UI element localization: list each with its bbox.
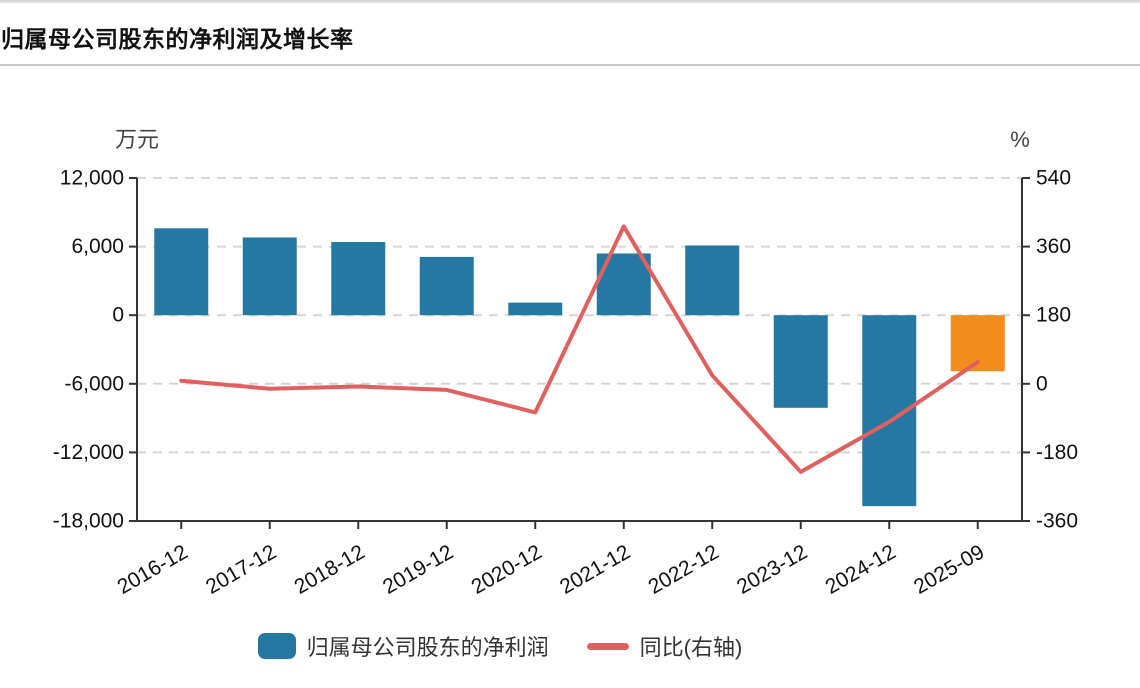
bar-2016-12[interactable]: [154, 228, 209, 316]
chart-legend: 归属母公司股东的净利润 同比(右轴): [0, 630, 1000, 662]
left-axis-label: -6,000: [64, 372, 124, 395]
right-axis-label: 540: [1036, 167, 1071, 190]
x-axis-label-2025-09: 2025-09: [910, 540, 988, 598]
legend-item-net-profit[interactable]: 归属母公司股东的净利润: [257, 630, 549, 662]
x-axis-label-2023-12: 2023-12: [733, 540, 811, 598]
x-axis-label-2019-12: 2019-12: [379, 540, 457, 598]
left-axis-label: 6,000: [71, 235, 124, 258]
left-axis-label: -18,000: [53, 510, 124, 533]
line-series-swatch: [586, 642, 629, 650]
right-axis-label: 0: [1036, 372, 1048, 395]
title-divider: [0, 64, 1140, 66]
right-axis-unit: %: [1010, 127, 1030, 152]
x-axis-label-2022-12: 2022-12: [644, 540, 722, 598]
bar-series-swatch: [257, 633, 296, 659]
left-axis-label: -12,000: [53, 441, 124, 464]
x-axis-label-2024-12: 2024-12: [821, 540, 899, 598]
right-axis-label: 180: [1036, 304, 1071, 327]
left-axis-unit: 万元: [115, 127, 159, 152]
right-axis-label: 360: [1036, 235, 1071, 258]
bar-2020-12[interactable]: [508, 302, 563, 316]
bar-2017-12[interactable]: [242, 237, 297, 316]
legend-label-net-profit: 归属母公司股东的净利润: [306, 635, 549, 660]
bar-series: [154, 228, 1005, 507]
left-axis-label: 0: [112, 304, 124, 327]
bar-2023-12[interactable]: [773, 315, 828, 408]
legend-label-yoy: 同比(右轴): [639, 635, 743, 660]
card-top-border: [0, 0, 1140, 3]
chart-canvas[interactable]: 万元 % 12,000 540 6,000 360 0 180 -6,000 0 -12,000 -1…: [0, 0, 1140, 620]
right-axis-label: -180: [1036, 441, 1078, 464]
x-axis-label-2016-12: 2016-12: [113, 540, 191, 598]
bar-2022-12[interactable]: [685, 245, 740, 316]
left-axis-label: 12,000: [60, 167, 124, 190]
bar-2018-12[interactable]: [331, 242, 386, 316]
x-axis-label-2017-12: 2017-12: [202, 540, 280, 598]
x-axis-label-2020-12: 2020-12: [467, 540, 545, 598]
right-axis-label: -360: [1036, 510, 1078, 533]
legend-item-yoy[interactable]: 同比(右轴): [586, 630, 743, 662]
x-axis-label-2021-12: 2021-12: [556, 540, 634, 598]
axes: 12,000 540 6,000 360 0 180 -6,000 0 -12,000 -180 -…: [53, 167, 1078, 533]
x-axis-label-2018-12: 2018-12: [290, 540, 368, 598]
yoy-trend-line[interactable]: [179, 224, 980, 474]
bar-2019-12[interactable]: [419, 256, 474, 316]
x-axis: 2016-12 2017-12 2018-12 2019-12 2020-12 2021-…: [113, 521, 988, 599]
chart-title: 归属母公司股东的净利润及增长率: [1, 26, 354, 52]
